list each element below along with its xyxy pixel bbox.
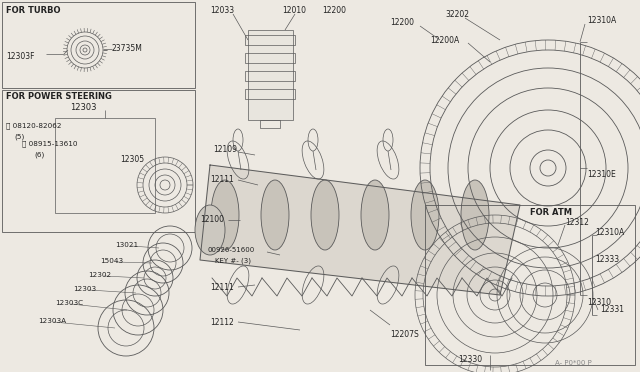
Text: 12207S: 12207S [390, 330, 419, 339]
Text: 12111: 12111 [210, 175, 234, 184]
Text: 12010: 12010 [282, 6, 306, 15]
Text: FOR ATM: FOR ATM [530, 208, 572, 217]
Text: 12200: 12200 [390, 18, 414, 27]
Ellipse shape [461, 180, 489, 250]
Text: FOR TURBO: FOR TURBO [6, 6, 61, 15]
Text: 32202: 32202 [445, 10, 469, 19]
Text: 13021: 13021 [115, 242, 138, 248]
Bar [2, 90, 195, 232]
Bar [245, 71, 295, 81]
Bar [248, 30, 293, 120]
Text: 12200A: 12200A [430, 36, 460, 45]
Ellipse shape [195, 205, 225, 255]
Text: 12302: 12302 [88, 272, 111, 278]
Text: 12312: 12312 [565, 218, 589, 227]
Text: 12111: 12111 [210, 283, 234, 292]
Text: Ⓥ 08915-13610: Ⓥ 08915-13610 [22, 140, 77, 147]
Bar [260, 120, 280, 128]
Text: 12310E: 12310E [587, 170, 616, 179]
Bar [2, 2, 195, 88]
Ellipse shape [411, 180, 439, 250]
Text: 12330: 12330 [458, 355, 482, 364]
Text: (5): (5) [14, 133, 24, 140]
Bar [245, 53, 295, 63]
Text: (6): (6) [34, 151, 44, 157]
Text: 12310A: 12310A [595, 228, 624, 237]
Ellipse shape [311, 180, 339, 250]
Ellipse shape [361, 180, 389, 250]
Text: 12100: 12100 [200, 215, 224, 224]
Text: 12303: 12303 [73, 286, 96, 292]
Polygon shape [200, 165, 520, 295]
Ellipse shape [211, 180, 239, 250]
Text: 12303F: 12303F [6, 52, 35, 61]
Text: KEY #- (3): KEY #- (3) [215, 258, 251, 264]
Ellipse shape [261, 180, 289, 250]
Text: 12331: 12331 [600, 305, 624, 314]
Text: Ⓑ 08120-82062: Ⓑ 08120-82062 [6, 122, 61, 129]
Text: 12305: 12305 [120, 155, 144, 164]
Text: 23735M: 23735M [112, 44, 143, 53]
Bar [245, 89, 295, 99]
Text: 00926-51600: 00926-51600 [207, 247, 254, 253]
Bar [245, 35, 295, 45]
Text: 12303A: 12303A [38, 318, 66, 324]
Text: 15043: 15043 [100, 258, 123, 264]
Text: 12333: 12333 [595, 255, 619, 264]
Bar [425, 205, 635, 365]
Text: A- P0*00 P: A- P0*00 P [555, 360, 592, 366]
Text: 12303: 12303 [70, 103, 97, 112]
Text: 12303C: 12303C [55, 300, 83, 306]
Bar [55, 118, 155, 213]
Text: 12112: 12112 [210, 318, 234, 327]
Text: 12310A: 12310A [587, 16, 616, 25]
Text: 12109: 12109 [213, 145, 237, 154]
Text: 12310: 12310 [587, 298, 611, 307]
Text: 12200: 12200 [322, 6, 346, 15]
Text: FOR POWER STEERING: FOR POWER STEERING [6, 92, 112, 101]
Text: 12033: 12033 [210, 6, 234, 15]
